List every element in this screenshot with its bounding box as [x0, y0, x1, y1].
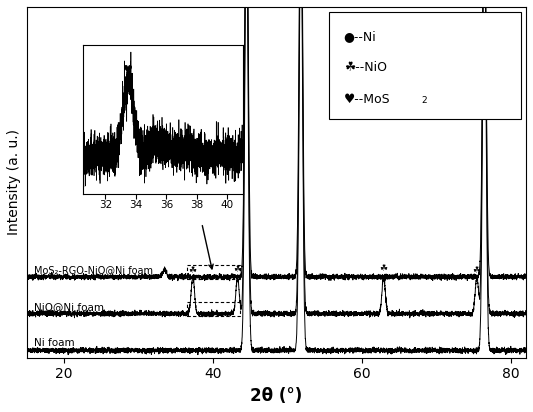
Text: ♥: ♥: [123, 66, 133, 75]
Bar: [187, 265, 240, 279]
Text: ☘: ☘: [233, 265, 241, 274]
Y-axis label: Intensity (a. u.): Intensity (a. u.): [7, 129, 21, 235]
Text: NiO@Ni foam: NiO@Ni foam: [34, 302, 104, 311]
FancyBboxPatch shape: [329, 12, 521, 119]
Text: ☘--NiO: ☘--NiO: [344, 61, 387, 74]
Text: MoS₂-RGO-NiO@Ni foam: MoS₂-RGO-NiO@Ni foam: [34, 265, 153, 275]
Text: ☘: ☘: [189, 266, 197, 275]
Text: ☘: ☘: [473, 266, 481, 275]
X-axis label: 2θ (°): 2θ (°): [250, 387, 302, 405]
Text: ♥--MoS: ♥--MoS: [344, 93, 390, 106]
Text: 2: 2: [421, 96, 427, 105]
Text: Ni foam: Ni foam: [34, 338, 75, 349]
Text: ●--Ni: ●--Ni: [344, 30, 376, 43]
Text: ☘: ☘: [379, 264, 387, 273]
Bar: [187, 302, 240, 316]
